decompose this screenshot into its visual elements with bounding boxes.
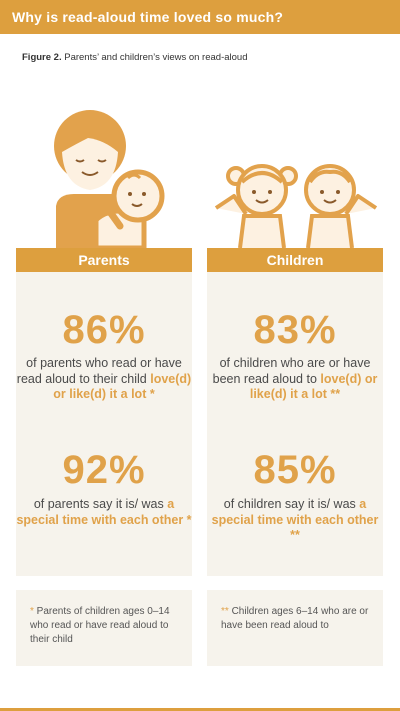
parents-love-stat: 86% bbox=[62, 308, 146, 352]
bottom-accent-line bbox=[0, 708, 400, 711]
children-love-text: of children who are or have been read al… bbox=[207, 356, 383, 403]
children-illustration bbox=[206, 158, 386, 248]
parents-column-header: Parents bbox=[16, 248, 192, 272]
children-footnote-text: ** Children ages 6–14 who are or have be… bbox=[221, 605, 375, 633]
parent-with-baby-illustration bbox=[18, 108, 188, 248]
header-bar: Why is read-aloud time loved so much? bbox=[0, 0, 400, 34]
children-column-header: Children bbox=[207, 248, 383, 272]
children-panel: 83% of children who are or have been rea… bbox=[207, 272, 383, 576]
parents-panel: 86% of parents who read or have read alo… bbox=[16, 272, 192, 576]
figure-label: Figure 2. bbox=[22, 52, 62, 63]
parents-footnote-text: * Parents of children ages 0–14 who read… bbox=[30, 605, 184, 647]
children-love-text-pre: of children who are or have been read al… bbox=[212, 356, 371, 386]
children-footnote: ** Children ages 6–14 who are or have be… bbox=[207, 590, 383, 666]
children-footnote-body: Children ages 6–14 who are or have been … bbox=[221, 606, 369, 631]
children-special-text-highlight: a special time with each other ** bbox=[211, 497, 379, 542]
children-love-text-highlight: love(d) or like(d) it a lot ** bbox=[249, 371, 378, 402]
children-special-text-pre: of children say it is/ was bbox=[223, 497, 360, 511]
parents-footnote-body: Parents of children ages 0–14 who read o… bbox=[30, 606, 170, 645]
parents-special-text: of parents say it is/ was a special time… bbox=[16, 497, 192, 528]
header-title: Why is read-aloud time loved so much? bbox=[12, 9, 284, 25]
parents-special-text-highlight: a special time with each other * bbox=[16, 497, 192, 527]
children-love-stat: 83% bbox=[253, 308, 337, 352]
children-special-text: of children say it is/ was a special tim… bbox=[207, 497, 383, 544]
children-special-stat: 85% bbox=[253, 448, 337, 492]
parents-love-text: of parents who read or have read aloud t… bbox=[16, 356, 192, 403]
parents-love-text-pre: of parents who read or have read aloud t… bbox=[16, 356, 182, 386]
figure-caption-text: Parents’ and children’s views on read-al… bbox=[64, 52, 248, 63]
parents-love-text-highlight: love(d) or like(d) it a lot * bbox=[53, 371, 192, 402]
figure-caption: Figure 2. Parents’ and children’s views … bbox=[22, 52, 247, 63]
parents-special-stat: 92% bbox=[62, 448, 146, 492]
parents-footnote: * Parents of children ages 0–14 who read… bbox=[16, 590, 192, 666]
children-footnote-marker: ** bbox=[221, 606, 229, 617]
parents-special-text-pre: of parents say it is/ was bbox=[33, 497, 168, 511]
parents-footnote-marker: * bbox=[30, 606, 34, 617]
